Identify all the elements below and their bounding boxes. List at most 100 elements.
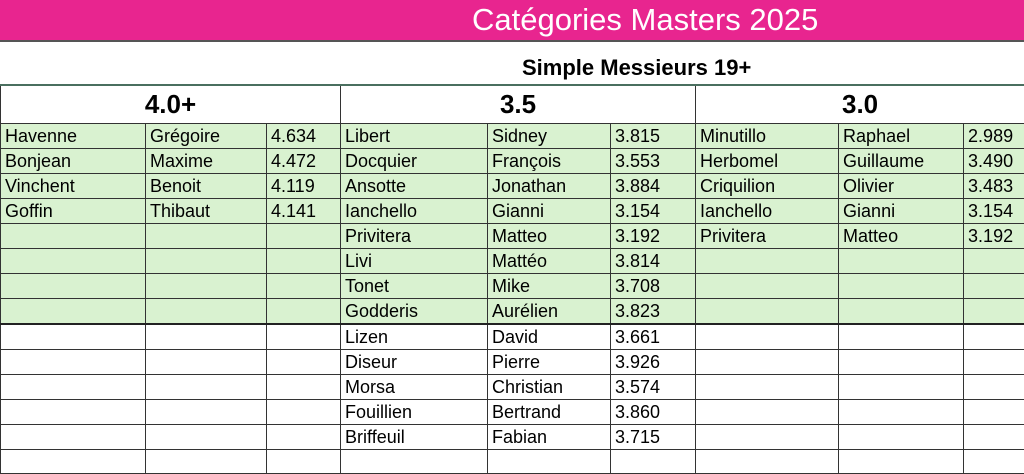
cell-firstname[interactable]: Grégoire bbox=[146, 123, 267, 148]
cell-lastname[interactable] bbox=[696, 374, 839, 399]
cell-firstname[interactable] bbox=[146, 399, 267, 424]
cell-firstname[interactable]: David bbox=[488, 324, 611, 350]
cell-lastname[interactable] bbox=[1, 248, 146, 273]
cell-rating[interactable]: 3.192 bbox=[611, 223, 696, 248]
cell-firstname[interactable] bbox=[839, 298, 964, 324]
cell-rating[interactable]: 3.860 bbox=[611, 399, 696, 424]
cell-lastname[interactable]: Goffin bbox=[1, 198, 146, 223]
cell-lastname[interactable] bbox=[1, 273, 146, 298]
cell-lastname[interactable]: Criquilion bbox=[696, 173, 839, 198]
cell-rating[interactable] bbox=[267, 298, 341, 324]
cell-lastname[interactable]: Bonjean bbox=[1, 148, 146, 173]
cell-firstname[interactable]: Benoit bbox=[146, 173, 267, 198]
cell-rating[interactable]: 3.715 bbox=[611, 424, 696, 449]
cell-firstname[interactable]: Pierre bbox=[488, 349, 611, 374]
cell-firstname[interactable] bbox=[146, 298, 267, 324]
cell-lastname[interactable]: Godderis bbox=[341, 298, 488, 324]
cell-firstname[interactable] bbox=[839, 449, 964, 474]
cell-lastname[interactable] bbox=[696, 324, 839, 350]
cell-lastname[interactable]: Privitera bbox=[696, 223, 839, 248]
cell-lastname[interactable]: Ansotte bbox=[341, 173, 488, 198]
cell-rating[interactable] bbox=[964, 449, 1024, 474]
cell-rating[interactable] bbox=[964, 399, 1024, 424]
cell-lastname[interactable] bbox=[1, 374, 146, 399]
cell-rating[interactable]: 3.553 bbox=[611, 148, 696, 173]
cell-lastname[interactable]: Livi bbox=[341, 248, 488, 273]
cell-rating[interactable] bbox=[267, 349, 341, 374]
cell-firstname[interactable] bbox=[839, 324, 964, 350]
cell-rating[interactable] bbox=[267, 248, 341, 273]
cell-rating[interactable] bbox=[267, 399, 341, 424]
cell-firstname[interactable]: Jonathan bbox=[488, 173, 611, 198]
cell-rating[interactable] bbox=[611, 449, 696, 474]
cell-firstname[interactable] bbox=[839, 424, 964, 449]
cell-rating[interactable] bbox=[964, 324, 1024, 350]
cell-lastname[interactable] bbox=[341, 449, 488, 474]
cell-rating[interactable]: 3.814 bbox=[611, 248, 696, 273]
cell-firstname[interactable]: Fabian bbox=[488, 424, 611, 449]
cell-firstname[interactable] bbox=[146, 449, 267, 474]
cell-firstname[interactable] bbox=[146, 223, 267, 248]
cell-firstname[interactable]: Guillaume bbox=[839, 148, 964, 173]
cell-firstname[interactable]: Sidney bbox=[488, 123, 611, 148]
cell-rating[interactable]: 3.192 bbox=[964, 223, 1024, 248]
cell-lastname[interactable] bbox=[1, 349, 146, 374]
cell-lastname[interactable] bbox=[1, 324, 146, 350]
cell-rating[interactable]: 4.141 bbox=[267, 198, 341, 223]
cell-firstname[interactable] bbox=[146, 349, 267, 374]
cell-firstname[interactable] bbox=[146, 273, 267, 298]
cell-firstname[interactable]: Gianni bbox=[488, 198, 611, 223]
cell-rating[interactable] bbox=[964, 273, 1024, 298]
cell-lastname[interactable]: Tonet bbox=[341, 273, 488, 298]
cell-rating[interactable] bbox=[267, 273, 341, 298]
cell-firstname[interactable]: Christian bbox=[488, 374, 611, 399]
cell-rating[interactable]: 4.119 bbox=[267, 173, 341, 198]
cell-rating[interactable]: 3.154 bbox=[964, 198, 1024, 223]
cell-firstname[interactable] bbox=[488, 449, 611, 474]
cell-firstname[interactable] bbox=[839, 273, 964, 298]
cell-firstname[interactable] bbox=[839, 248, 964, 273]
cell-firstname[interactable]: Aurélien bbox=[488, 298, 611, 324]
cell-firstname[interactable]: Mike bbox=[488, 273, 611, 298]
cell-rating[interactable]: 3.815 bbox=[611, 123, 696, 148]
cell-lastname[interactable]: Minutillo bbox=[696, 123, 839, 148]
cell-rating[interactable] bbox=[964, 374, 1024, 399]
cell-rating[interactable] bbox=[267, 223, 341, 248]
cell-lastname[interactable]: Herbomel bbox=[696, 148, 839, 173]
cell-firstname[interactable] bbox=[146, 424, 267, 449]
cell-lastname[interactable] bbox=[696, 399, 839, 424]
cell-lastname[interactable]: Lizen bbox=[341, 324, 488, 350]
cell-rating[interactable]: 4.472 bbox=[267, 148, 341, 173]
cell-rating[interactable] bbox=[964, 349, 1024, 374]
cell-rating[interactable]: 4.634 bbox=[267, 123, 341, 148]
cell-rating[interactable] bbox=[267, 424, 341, 449]
cell-lastname[interactable] bbox=[696, 273, 839, 298]
cell-lastname[interactable]: Libert bbox=[341, 123, 488, 148]
cell-rating[interactable] bbox=[964, 298, 1024, 324]
cell-firstname[interactable] bbox=[146, 248, 267, 273]
cell-lastname[interactable]: Vinchent bbox=[1, 173, 146, 198]
cell-lastname[interactable]: Ianchello bbox=[696, 198, 839, 223]
cell-lastname[interactable]: Morsa bbox=[341, 374, 488, 399]
cell-lastname[interactable] bbox=[1, 223, 146, 248]
cell-rating[interactable]: 3.884 bbox=[611, 173, 696, 198]
cell-firstname[interactable]: Matteo bbox=[488, 223, 611, 248]
cell-firstname[interactable]: Matteo bbox=[839, 223, 964, 248]
cell-firstname[interactable] bbox=[146, 324, 267, 350]
cell-firstname[interactable] bbox=[839, 399, 964, 424]
cell-firstname[interactable]: Thibaut bbox=[146, 198, 267, 223]
cell-rating[interactable]: 3.708 bbox=[611, 273, 696, 298]
cell-rating[interactable] bbox=[267, 449, 341, 474]
cell-lastname[interactable] bbox=[1, 298, 146, 324]
cell-rating[interactable]: 3.661 bbox=[611, 324, 696, 350]
cell-lastname[interactable]: Fouillien bbox=[341, 399, 488, 424]
cell-firstname[interactable]: Gianni bbox=[839, 198, 964, 223]
cell-rating[interactable]: 3.154 bbox=[611, 198, 696, 223]
cell-rating[interactable] bbox=[267, 324, 341, 350]
cell-lastname[interactable]: Havenne bbox=[1, 123, 146, 148]
cell-firstname[interactable]: Raphael bbox=[839, 123, 964, 148]
cell-lastname[interactable]: Privitera bbox=[341, 223, 488, 248]
cell-rating[interactable] bbox=[267, 374, 341, 399]
cell-rating[interactable]: 3.926 bbox=[611, 349, 696, 374]
cell-lastname[interactable]: Briffeuil bbox=[341, 424, 488, 449]
